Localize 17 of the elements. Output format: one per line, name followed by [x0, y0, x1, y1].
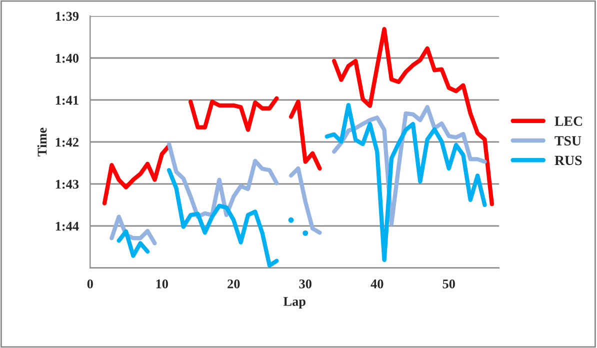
y-tick-label: 1:40 [56, 54, 79, 63]
legend-label: TSU [554, 136, 582, 146]
y-tick-label: 1:41 [56, 96, 78, 105]
y-tick-label: 1:43 [56, 180, 79, 189]
x-tick-label: 40 [370, 279, 384, 288]
y-tick-label: 1:39 [56, 12, 79, 21]
legend-label: LEC [554, 116, 582, 126]
x-tick-label: 30 [299, 279, 312, 288]
x-tick-label: 10 [156, 279, 168, 288]
x-tick-label: 50 [442, 279, 455, 288]
x-tick-label: 20 [228, 279, 240, 288]
legend-label: RUS [554, 156, 582, 166]
x-axis-title: Lap [283, 297, 306, 309]
x-tick-label: 0 [87, 279, 93, 288]
y-axis-title: Time [37, 128, 47, 156]
y-tick-label: 1:42 [56, 138, 78, 147]
y-tick-label: 1:44 [56, 222, 79, 231]
